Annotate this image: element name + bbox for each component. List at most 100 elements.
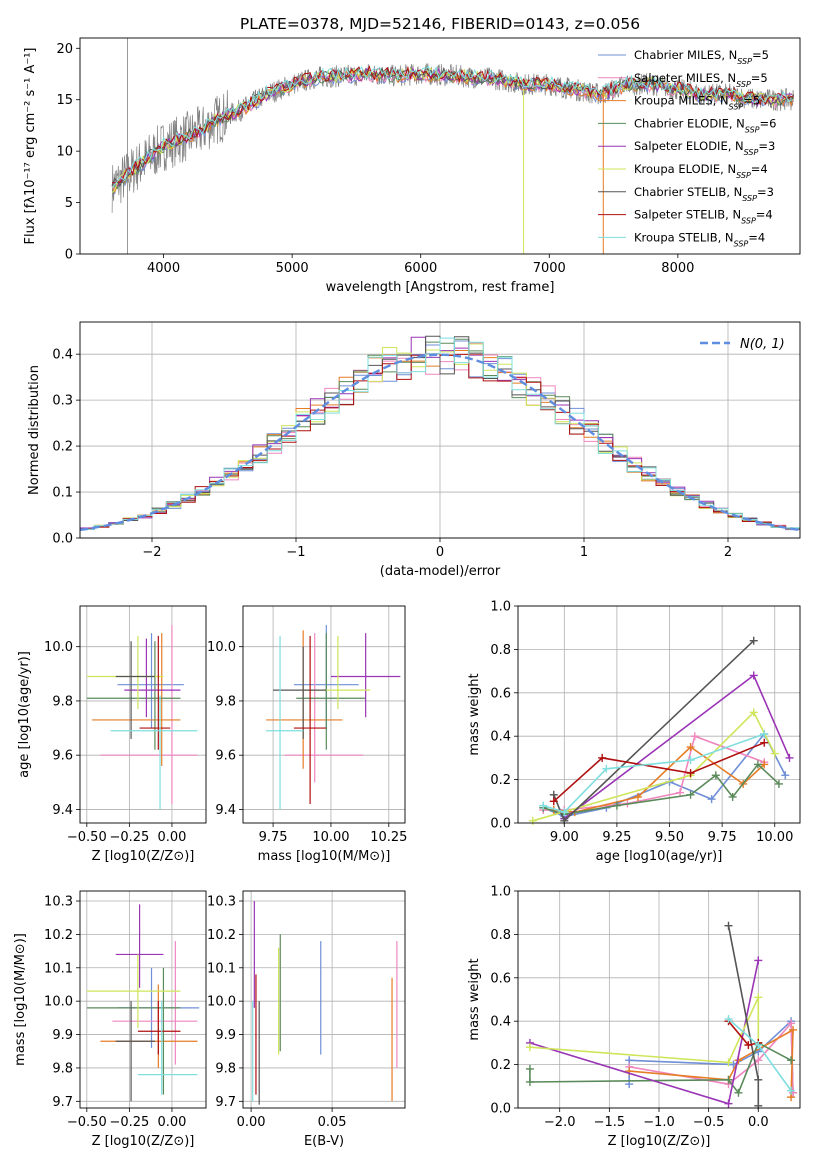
axis-label-y: mass weight <box>467 958 482 1040</box>
tick-label-y: 9.8 <box>52 694 73 709</box>
legend-sub: SSP <box>745 125 760 134</box>
tick-label-x: −0.50 <box>67 1115 107 1130</box>
legend-label: Kroupa STELIB, NSSP=4 <box>634 230 765 248</box>
tick-label-x: −2.0 <box>544 1115 576 1130</box>
tick-label-x: 10.00 <box>312 830 349 845</box>
tick-label-y: 9.8 <box>52 1061 73 1076</box>
axis-label-x: E(B-V) <box>304 1134 344 1149</box>
tick-label-y: 0.6 <box>490 971 511 986</box>
legend-sub: SSP <box>736 171 751 180</box>
tick-label-x: 9.00 <box>550 830 579 845</box>
tick-label-y: 9.8 <box>215 1061 236 1076</box>
tick-label-y: 0.8 <box>490 928 511 943</box>
axis-label-x: age [log10(age/yr)] <box>596 849 723 864</box>
tick-label-x: 0.0 <box>748 1115 769 1130</box>
weight-line-kroupa-elodie <box>529 996 760 1064</box>
legend-suffix: =5 <box>752 48 769 62</box>
normal-curve <box>80 353 800 532</box>
tick-label-y: 0.4 <box>52 348 73 363</box>
panel-mass-weight-vs-age: 9.00 9.25 9.50 9.75 10.00 0.0 0.2 0.4 0.6 0.8 1.0 <box>490 600 801 845</box>
weight-line-salpeter-stelib <box>553 741 765 802</box>
axes-frame <box>79 605 207 824</box>
legend-sub: SSP <box>734 239 749 248</box>
axis-label-y: Flux [fλ10⁻¹⁷ erg cm⁻² s⁻¹ A⁻¹] <box>23 48 38 245</box>
model-spectrum-kroupa-stelib <box>111 65 794 189</box>
legend-sub: SSP <box>736 79 751 88</box>
axes-frame <box>79 37 801 255</box>
tick-label-x: 0.00 <box>157 830 186 845</box>
legend-suffix: =4 <box>756 208 773 222</box>
legend-label: Chabrier STELIB, NSSP=3 <box>634 185 774 203</box>
tick-label-y: 0.0 <box>490 817 511 832</box>
tick-label-y: 0 <box>65 248 73 263</box>
legend-suffix: =6 <box>760 116 777 130</box>
tick-label-y: 0.2 <box>490 1058 511 1073</box>
legend-sub: SSP <box>742 193 757 202</box>
tick-label-y: 0.4 <box>490 1015 511 1030</box>
tick-label-x: 0.00 <box>157 1115 186 1130</box>
model-spectrum-salpeter-stelib <box>112 64 794 184</box>
tick-label-x: −0.25 <box>109 830 149 845</box>
tick-label-y: 1.0 <box>490 885 511 900</box>
legend-sub: SSP <box>744 148 759 157</box>
tick-label-y: 0.6 <box>490 686 511 701</box>
axes-frame <box>79 321 801 539</box>
axes-frame <box>517 890 801 1109</box>
tick-label-y: 9.6 <box>52 749 73 764</box>
legend-suffix: =5 <box>751 71 768 85</box>
legend-suffix: =4 <box>751 162 768 176</box>
errorbars <box>86 624 198 810</box>
axes-frame <box>517 605 801 824</box>
weight-line-chabrier-stelib <box>553 640 755 823</box>
tick-label-x: 1 <box>580 545 588 560</box>
legend-suffix: =4 <box>748 230 765 244</box>
axis-label-x: wavelength [Angstrom, rest frame] <box>326 280 555 295</box>
figure-title: PLATE=0378, MJD=52146, FIBERID=0143, z=0… <box>240 15 640 33</box>
tick-label-y: 5 <box>65 196 73 211</box>
tick-label-x: −1 <box>286 545 305 560</box>
tick-label-y: 10.2 <box>44 928 73 943</box>
tick-label-y: 10.1 <box>207 961 236 976</box>
tick-label-y: 10 <box>56 145 73 160</box>
tick-label-y: 15 <box>56 93 73 108</box>
weight-lines <box>528 636 794 825</box>
tick-label-x: 0.05 <box>318 1115 347 1130</box>
legend-label: Salpeter ELODIE, NSSP=3 <box>634 139 775 157</box>
spectrum-lines <box>111 38 795 254</box>
tick-label-y: 9.8 <box>215 694 236 709</box>
tick-label-x: 5000 <box>276 261 309 276</box>
tick-label-y: 9.9 <box>52 1028 73 1043</box>
tick-label-y: 0.3 <box>52 394 73 409</box>
tick-label-y: 0.8 <box>490 643 511 658</box>
tick-label-y: 10.1 <box>44 961 73 976</box>
legend-sub: SSP <box>737 57 752 66</box>
tick-label-x: 0 <box>436 545 444 560</box>
panel-mass-vs-Z: −0.50 −0.25 0.00 9.7 9.8 9.9 10.0 10.1 10.2 10.3 <box>44 890 207 1130</box>
tick-label-x: 9.75 <box>259 830 288 845</box>
errorbars <box>252 901 398 1105</box>
legend-suffix: =3 <box>758 139 775 153</box>
tick-label-x: 0.00 <box>237 1115 266 1130</box>
tick-label-y: 9.4 <box>215 803 236 818</box>
tick-label-x: 10.00 <box>756 830 793 845</box>
tick-label-y: 10.0 <box>207 640 236 655</box>
tick-label-y: 10.3 <box>207 895 236 910</box>
tick-label-x: −1.5 <box>594 1115 626 1130</box>
tick-label-x: −0.25 <box>109 1115 149 1130</box>
tick-label-y: 0.0 <box>52 532 73 547</box>
histograms <box>80 335 800 532</box>
weight-lines <box>525 921 798 1110</box>
legend-suffix: =5 <box>743 94 760 108</box>
axis-label-x: (data-model)/error <box>380 564 501 579</box>
legend-label: Salpeter MILES, NSSP=5 <box>634 71 768 89</box>
legend-label: Chabrier MILES, NSSP=5 <box>634 48 769 66</box>
tick-label-y: 0.2 <box>52 440 73 455</box>
panel-age-vs-mass: 9.75 10.00 10.25 9.4 9.6 9.8 10.0 <box>207 605 407 845</box>
legend-label: Salpeter STELIB, NSSP=4 <box>634 208 773 226</box>
axis-label-x: mass [log10(M/M⊙)] <box>258 849 391 864</box>
errorbars <box>266 624 401 810</box>
axes-frame <box>242 890 406 1109</box>
legend-suffix: =3 <box>757 185 774 199</box>
axis-label-x: Z [log10(Z/Z⊙)] <box>608 1134 711 1149</box>
